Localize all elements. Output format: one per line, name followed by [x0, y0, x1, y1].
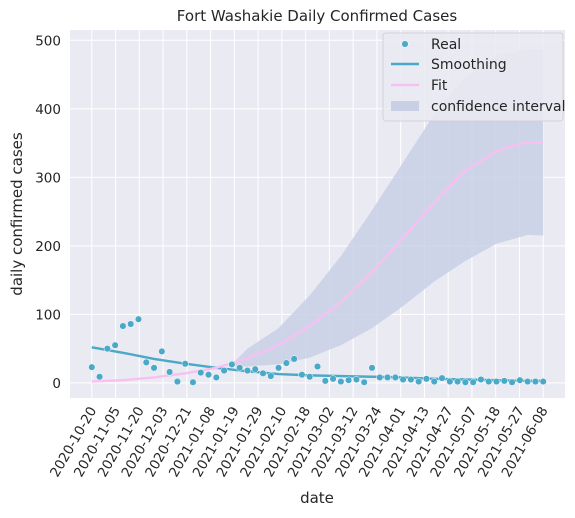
real-data-point: [391, 373, 399, 381]
real-data-point: [197, 369, 205, 377]
real-data-point: [345, 376, 353, 384]
real-data-point: [259, 369, 267, 377]
real-data-point: [251, 365, 259, 373]
chart-title: Fort Washakie Daily Confirmed Cases: [177, 7, 458, 25]
real-data-point: [236, 364, 244, 372]
real-data-point: [228, 360, 236, 368]
real-data-point: [306, 373, 314, 381]
real-data-point: [360, 378, 368, 386]
real-data-point: [407, 375, 415, 384]
real-data-point: [329, 375, 337, 383]
y-ticks: 0 100 200 300 400 500: [35, 33, 61, 392]
legend: Real Smoothing Fit confidence interval: [382, 32, 565, 122]
legend-box: [382, 32, 564, 122]
real-data-point: [243, 367, 252, 375]
legend-label: confidence interval: [431, 99, 565, 115]
real-data-point: [212, 373, 220, 381]
real-data-point: [383, 373, 392, 381]
real-data-point: [337, 378, 345, 386]
real-data-point: [275, 364, 283, 372]
real-data-point: [469, 378, 477, 386]
real-data-point: [352, 375, 360, 384]
real-data-point: [485, 378, 493, 386]
y-tick-label: 100: [35, 307, 61, 323]
real-data-point: [454, 378, 462, 386]
real-data-point: [220, 367, 228, 375]
real-data-point: [531, 378, 539, 386]
real-data-point: [181, 360, 189, 368]
real-data-point: [539, 378, 547, 386]
real-data-point: [142, 358, 150, 366]
y-tick-label: 200: [35, 239, 61, 255]
real-data-point: [430, 378, 438, 386]
real-data-point: [127, 320, 135, 328]
real-data-point: [173, 378, 181, 386]
real-data-point: [524, 378, 532, 386]
x-ticks: 2020-10-202020-11-052020-11-202020-12-03…: [47, 404, 552, 480]
real-data-point: [422, 375, 431, 383]
real-data-point: [399, 375, 407, 384]
real-data-point: [103, 345, 111, 353]
y-tick-label: 400: [35, 102, 61, 118]
real-data-point: [508, 378, 516, 386]
real-data-point: [88, 363, 96, 371]
real-data-point: [313, 362, 322, 371]
real-data-point: [321, 377, 329, 385]
legend-label: Smoothing: [431, 57, 507, 73]
legend-label: Fit: [431, 78, 448, 94]
real-data-point: [415, 378, 423, 386]
real-data-point: [376, 373, 384, 381]
y-tick-label: 0: [52, 376, 61, 392]
real-data-point: [158, 347, 166, 355]
real-data-point: [492, 378, 501, 386]
real-data-point: [368, 364, 376, 372]
y-tick-label: 500: [35, 33, 61, 49]
legend-band-swatch: [391, 101, 419, 111]
confidence-band-group: [231, 49, 544, 367]
real-data-point: [96, 373, 104, 381]
real-data-point: [119, 322, 127, 330]
real-data-point: [189, 378, 197, 386]
real-data-point: [290, 355, 298, 363]
confidence-band: [231, 49, 544, 367]
real-data-point: [282, 359, 290, 367]
real-data-point: [461, 378, 469, 386]
points-group: [88, 315, 547, 386]
y-tick-label: 300: [35, 170, 61, 186]
real-data-point: [111, 341, 119, 349]
real-data-point: [446, 378, 454, 386]
x-axis-label: date: [300, 489, 334, 507]
y-axis-label: daily confirmed cases: [8, 132, 26, 296]
legend-label: Real: [431, 37, 461, 53]
real-data-point: [516, 376, 524, 384]
real-data-point: [298, 371, 306, 379]
real-data-point: [267, 372, 275, 380]
real-data-point: [477, 375, 485, 384]
real-data-point: [438, 374, 446, 382]
real-data-point: [150, 364, 158, 372]
real-data-point: [204, 371, 213, 379]
real-data-point: [134, 315, 143, 323]
real-data-point: [500, 377, 508, 385]
legend-marker-real: [401, 40, 409, 48]
real-data-point: [166, 368, 174, 376]
fit-line: [91, 141, 544, 383]
